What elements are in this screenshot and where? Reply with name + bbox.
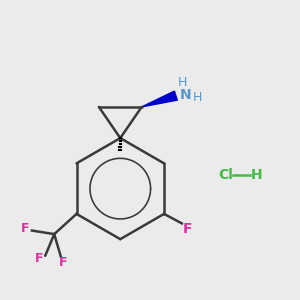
Text: F: F xyxy=(34,252,43,265)
Text: H: H xyxy=(193,91,202,104)
Text: F: F xyxy=(182,222,192,236)
Text: H: H xyxy=(177,76,187,89)
Text: F: F xyxy=(59,256,68,269)
Text: Cl: Cl xyxy=(218,168,233,182)
Text: F: F xyxy=(21,222,30,235)
Text: N: N xyxy=(180,88,191,102)
Polygon shape xyxy=(142,91,177,107)
Text: H: H xyxy=(251,168,263,182)
